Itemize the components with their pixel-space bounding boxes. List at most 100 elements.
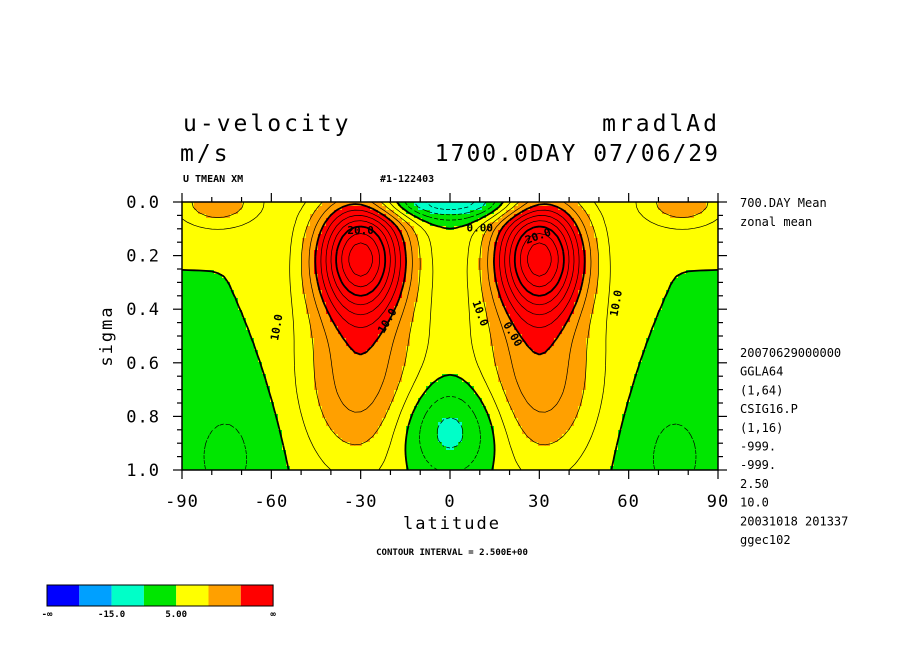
- contour-cell: [282, 246, 287, 251]
- contour-cell: [346, 250, 351, 255]
- contour-cell: [422, 258, 427, 263]
- contour-cell: [310, 278, 315, 283]
- contour-cell: [390, 286, 395, 291]
- contour-cell: [254, 258, 259, 263]
- contour-cell: [618, 294, 623, 299]
- contour-cell: [570, 270, 575, 275]
- contour-cell: [278, 254, 283, 259]
- contour-cell: [370, 318, 375, 323]
- contour-cell: [486, 334, 491, 339]
- contour-cell: [610, 254, 615, 259]
- contour-cell: [298, 282, 303, 287]
- contour-cell: [510, 214, 515, 219]
- contour-cell: [670, 206, 675, 211]
- contour-cell: [570, 290, 575, 295]
- contour-cell: [322, 326, 327, 331]
- contour-cell: [206, 210, 211, 215]
- contour-cell: [674, 310, 679, 315]
- contour-cell: [206, 250, 211, 255]
- contour-cell: [682, 302, 687, 307]
- contour-cell: [698, 318, 703, 323]
- contour-cell: [406, 206, 411, 211]
- contour-cell: [198, 242, 203, 247]
- contour-cell: [262, 318, 267, 323]
- contour-cell: [478, 338, 483, 343]
- contour-cell: [318, 246, 323, 251]
- contour-cell: [686, 302, 691, 307]
- contour-cell: [698, 254, 703, 259]
- contour-cell: [594, 334, 599, 339]
- contour-cell: [370, 326, 375, 331]
- contour-cell: [566, 234, 571, 239]
- contour-cell: [458, 246, 463, 251]
- contour-cell: [218, 282, 223, 287]
- contour-cell: [402, 326, 407, 331]
- contour-cell: [582, 226, 587, 231]
- contour-cell: [374, 278, 379, 283]
- contour-cell: [382, 298, 387, 303]
- contour-cell: [714, 254, 719, 259]
- contour-cell: [410, 210, 415, 215]
- contour-cell: [462, 294, 467, 299]
- contour-cell: [686, 246, 691, 251]
- contour-cell: [598, 314, 603, 319]
- contour-cell: [582, 222, 587, 227]
- contour-cell: [590, 230, 595, 235]
- contour-cell: [674, 230, 679, 235]
- contour-cell: [610, 266, 615, 271]
- contour-cell: [714, 322, 719, 327]
- contour-cell: [186, 222, 191, 227]
- contour-cell: [698, 226, 703, 231]
- contour-cell: [562, 230, 567, 235]
- contour-cell: [342, 254, 347, 259]
- contour-cell: [678, 282, 683, 287]
- contour-cell: [578, 206, 583, 211]
- contour-cell: [442, 230, 447, 235]
- contour-cell: [414, 330, 419, 335]
- contour-cell: [658, 258, 663, 263]
- contour-cell: [590, 278, 595, 283]
- contour-cell: [614, 282, 619, 287]
- contour-cell: [630, 258, 635, 263]
- contour-cell: [186, 338, 191, 343]
- contour-cell: [266, 318, 271, 323]
- contour-cell: [646, 254, 651, 259]
- contour-cell: [522, 334, 527, 339]
- contour-cell: [218, 266, 223, 271]
- contour-cell: [626, 346, 631, 351]
- contour-cell: [342, 250, 347, 255]
- contour-cell: [674, 334, 679, 339]
- contour-cell: [542, 254, 547, 259]
- contour-cell: [310, 342, 315, 347]
- contour-cell: [354, 290, 359, 295]
- contour-cell: [594, 218, 599, 223]
- contour-cell: [182, 206, 187, 211]
- contour-cell: [598, 242, 603, 247]
- contour-cell: [478, 214, 483, 219]
- contour-cell: [710, 302, 715, 307]
- contour-cell: [230, 274, 235, 279]
- contour-cell: [698, 274, 703, 279]
- contour-cell: [362, 294, 367, 299]
- contour-cell: [442, 270, 447, 275]
- contour-cell: [714, 238, 719, 243]
- contour-cell: [510, 230, 515, 235]
- contour-cell: [674, 238, 679, 243]
- contour-cell: [462, 250, 467, 255]
- contour-cell: [578, 278, 583, 283]
- contour-cell: [666, 334, 671, 339]
- contour-cell: [378, 310, 383, 315]
- contour-cell: [458, 278, 463, 283]
- contour-cell: [278, 298, 283, 303]
- contour-cell: [390, 222, 395, 227]
- contour-cell: [254, 298, 259, 303]
- contour-cell: [614, 306, 619, 311]
- contour-cell: [574, 270, 579, 275]
- contour-cell: [686, 254, 691, 259]
- contour-cell: [666, 346, 671, 351]
- contour-cell: [630, 278, 635, 283]
- contour-cell: [254, 202, 259, 207]
- contour-cell: [190, 206, 195, 211]
- contour-cell: [582, 210, 587, 215]
- contour-cell: [186, 302, 191, 307]
